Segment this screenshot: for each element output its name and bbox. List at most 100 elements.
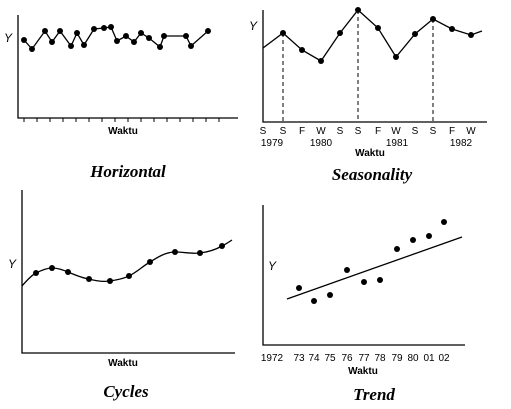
- point: [394, 246, 400, 252]
- point: [123, 33, 129, 39]
- x-tick-label: S: [260, 126, 267, 137]
- point: [299, 47, 305, 53]
- point: [410, 237, 416, 243]
- point: [74, 30, 80, 36]
- point: [441, 219, 447, 225]
- point: [430, 16, 436, 22]
- point: [188, 43, 194, 49]
- ticks: [23, 118, 220, 122]
- year-label: 1980: [310, 138, 333, 149]
- point: [172, 249, 178, 255]
- y-label: Y: [8, 257, 17, 271]
- x-tick-label: S: [430, 126, 437, 137]
- x-tick-label: S: [337, 126, 344, 137]
- x-tick-label: 78: [374, 353, 386, 364]
- x-tick-label: S: [355, 126, 362, 137]
- point: [49, 39, 55, 45]
- series-line: [23, 26, 209, 51]
- x-label: Waktu: [355, 148, 385, 159]
- point: [21, 37, 27, 43]
- point: [49, 265, 55, 271]
- point: [337, 30, 343, 36]
- point: [114, 38, 120, 44]
- axis: [21, 190, 235, 354]
- x-tick-label: 77: [358, 353, 370, 364]
- point: [146, 35, 152, 41]
- points: [33, 243, 225, 284]
- series-line: [21, 239, 233, 287]
- point: [101, 25, 107, 31]
- point: [161, 33, 167, 39]
- point: [449, 26, 455, 32]
- point: [197, 250, 203, 256]
- x-tick-label: F: [375, 126, 381, 137]
- panel-cycles: Y Waktu Cycles: [8, 190, 235, 401]
- trend-line: [286, 236, 463, 300]
- panel-horizontal: Y Waktu Horizontal: [4, 15, 238, 181]
- point: [412, 31, 418, 37]
- panel-trend: 1972 73 74 75 76 77 78 79 80 01 02 Y Waktu Trend: [261, 205, 465, 404]
- axis: [17, 15, 238, 119]
- x-tick-label: W: [466, 126, 476, 137]
- point: [33, 270, 39, 276]
- point: [327, 292, 333, 298]
- point: [375, 25, 381, 31]
- axis: [262, 205, 465, 346]
- point: [205, 28, 211, 34]
- point: [107, 278, 113, 284]
- year-label: 1979: [261, 138, 284, 149]
- panel-title: Trend: [353, 385, 395, 404]
- x-label: Waktu: [108, 126, 138, 137]
- point: [131, 39, 137, 45]
- point: [138, 30, 144, 36]
- point: [126, 273, 132, 279]
- point: [361, 279, 367, 285]
- points: [21, 24, 211, 52]
- x-tick-label: W: [316, 126, 326, 137]
- point: [377, 277, 383, 283]
- dashed-lines: [282, 10, 434, 122]
- y-label: Y: [268, 259, 277, 273]
- point: [219, 243, 225, 249]
- point: [468, 32, 474, 38]
- point: [108, 24, 114, 30]
- points: [280, 7, 474, 64]
- point: [426, 233, 432, 239]
- point: [57, 28, 63, 34]
- point: [147, 259, 153, 265]
- point: [81, 42, 87, 48]
- x-label: Waktu: [348, 366, 378, 377]
- point: [355, 7, 361, 13]
- point: [280, 30, 286, 36]
- point: [311, 298, 317, 304]
- x-tick-label: 73: [293, 353, 305, 364]
- point: [344, 267, 350, 273]
- x-tick-label: 79: [391, 353, 403, 364]
- x-tick-label: W: [391, 126, 401, 137]
- point: [42, 28, 48, 34]
- x-tick-label: 80: [407, 353, 419, 364]
- point: [318, 58, 324, 64]
- panel-title: Cycles: [103, 382, 149, 401]
- x-tick-label: 1972: [261, 353, 284, 364]
- panel-title: Seasonality: [332, 165, 413, 184]
- point: [91, 26, 97, 32]
- x-tick-label: F: [299, 126, 305, 137]
- x-tick-label: 02: [438, 353, 450, 364]
- panel-title: Horizontal: [89, 162, 166, 181]
- point: [183, 33, 189, 39]
- series-line: [262, 9, 483, 62]
- year-label: 1981: [386, 138, 409, 149]
- y-label: Y: [249, 19, 258, 33]
- x-tick-label: S: [412, 126, 419, 137]
- x-label: Waktu: [108, 358, 138, 369]
- point: [86, 276, 92, 282]
- point: [65, 269, 71, 275]
- x-tick-labels: 1972 73 74 75 76 77 78 79 80 01 02: [261, 353, 450, 364]
- x-tick-label: S: [280, 126, 287, 137]
- x-tick-label: 76: [341, 353, 353, 364]
- x-tick-label: 74: [308, 353, 320, 364]
- y-label: Y: [4, 31, 13, 45]
